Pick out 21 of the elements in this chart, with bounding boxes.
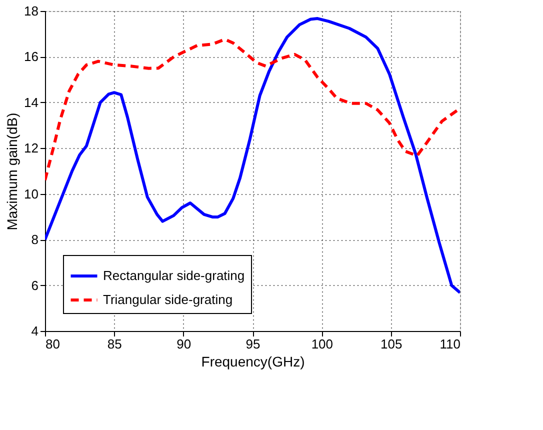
- y-tick-label: 16: [24, 49, 38, 64]
- x-tick-label: 80: [46, 336, 60, 352]
- y-tick-label: 8: [31, 232, 38, 248]
- y-tick-label: 4: [31, 324, 38, 338]
- line-series: [45, 17, 460, 294]
- legend-label: Rectangular side-grating: [103, 268, 245, 283]
- y-tick-label: 12: [24, 140, 38, 156]
- y-tick-label: 14: [24, 94, 38, 110]
- y-tick-label: 6: [31, 278, 38, 293]
- x-tick-label: 95: [246, 336, 260, 352]
- line-series: [45, 38, 460, 182]
- y-tick-label: 10: [24, 186, 38, 202]
- y-tick-label: 18: [24, 4, 38, 18]
- y-axis-title: Maximum gain(dB): [4, 112, 20, 230]
- x-tick-label: 90: [176, 336, 192, 352]
- x-tick-label: 85: [107, 336, 122, 352]
- x-tick-label: 100: [311, 336, 334, 352]
- x-axis-title: Frequency(GHz): [201, 354, 305, 370]
- x-tick-label: 110: [440, 336, 460, 352]
- x-tick-label: 105: [380, 336, 402, 352]
- legend-label: Triangular side-grating: [103, 292, 233, 307]
